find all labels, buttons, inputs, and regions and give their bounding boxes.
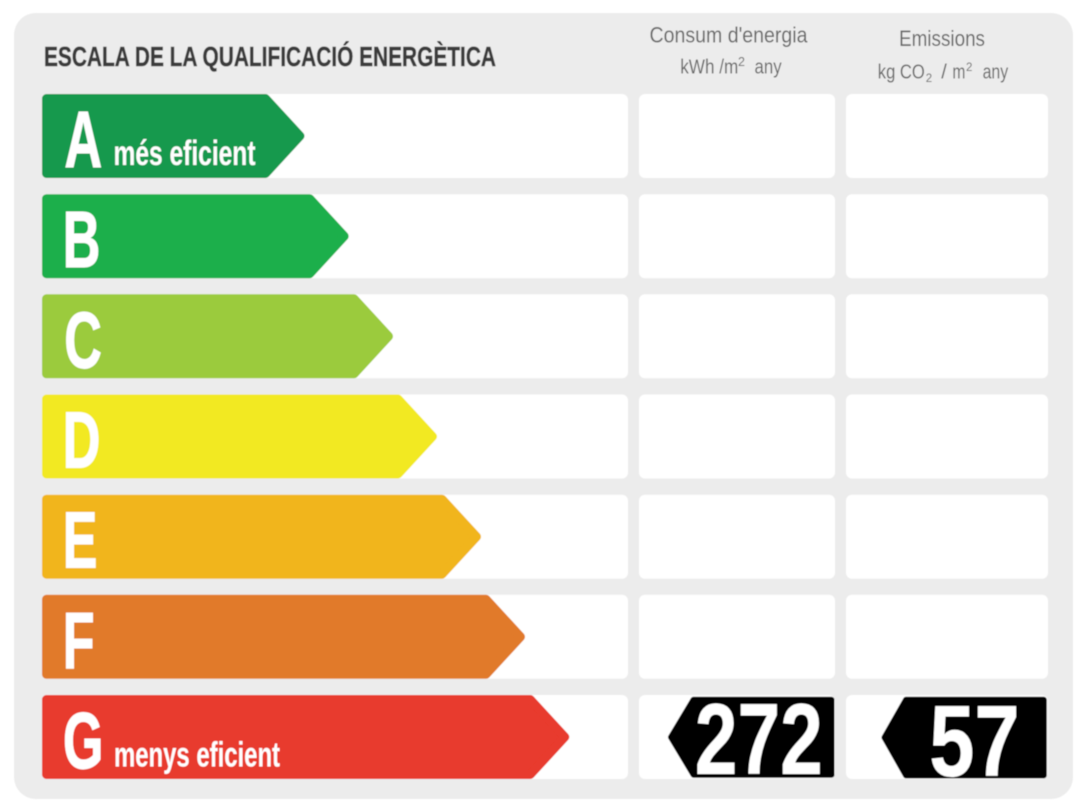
svg-text:F: F (63, 596, 95, 685)
svg-text:57: 57 (929, 686, 1019, 798)
svg-text:A: A (65, 95, 103, 184)
svg-text:Consum d'energia: Consum d'energia (650, 22, 809, 47)
svg-text:D: D (63, 396, 101, 485)
svg-text:ESCALA DE LA QUALIFICACIÓ ENER: ESCALA DE LA QUALIFICACIÓ ENERGÈTICA (44, 41, 496, 72)
svg-text:272: 272 (695, 684, 823, 796)
svg-text:C: C (64, 295, 102, 384)
svg-text:kWh /m 2 any: kWh /m 2 any (680, 49, 781, 79)
svg-text:menys eficient: menys eficient (114, 736, 280, 775)
svg-text:més eficient: més eficient (114, 134, 256, 173)
svg-text:B: B (63, 195, 101, 284)
svg-text:G: G (63, 696, 103, 785)
svg-text:E: E (63, 496, 98, 585)
svg-text:kg CO 2 / m 2: kg CO 2 / m 2 any (878, 54, 1008, 87)
svg-text:Emissions: Emissions (899, 26, 985, 51)
